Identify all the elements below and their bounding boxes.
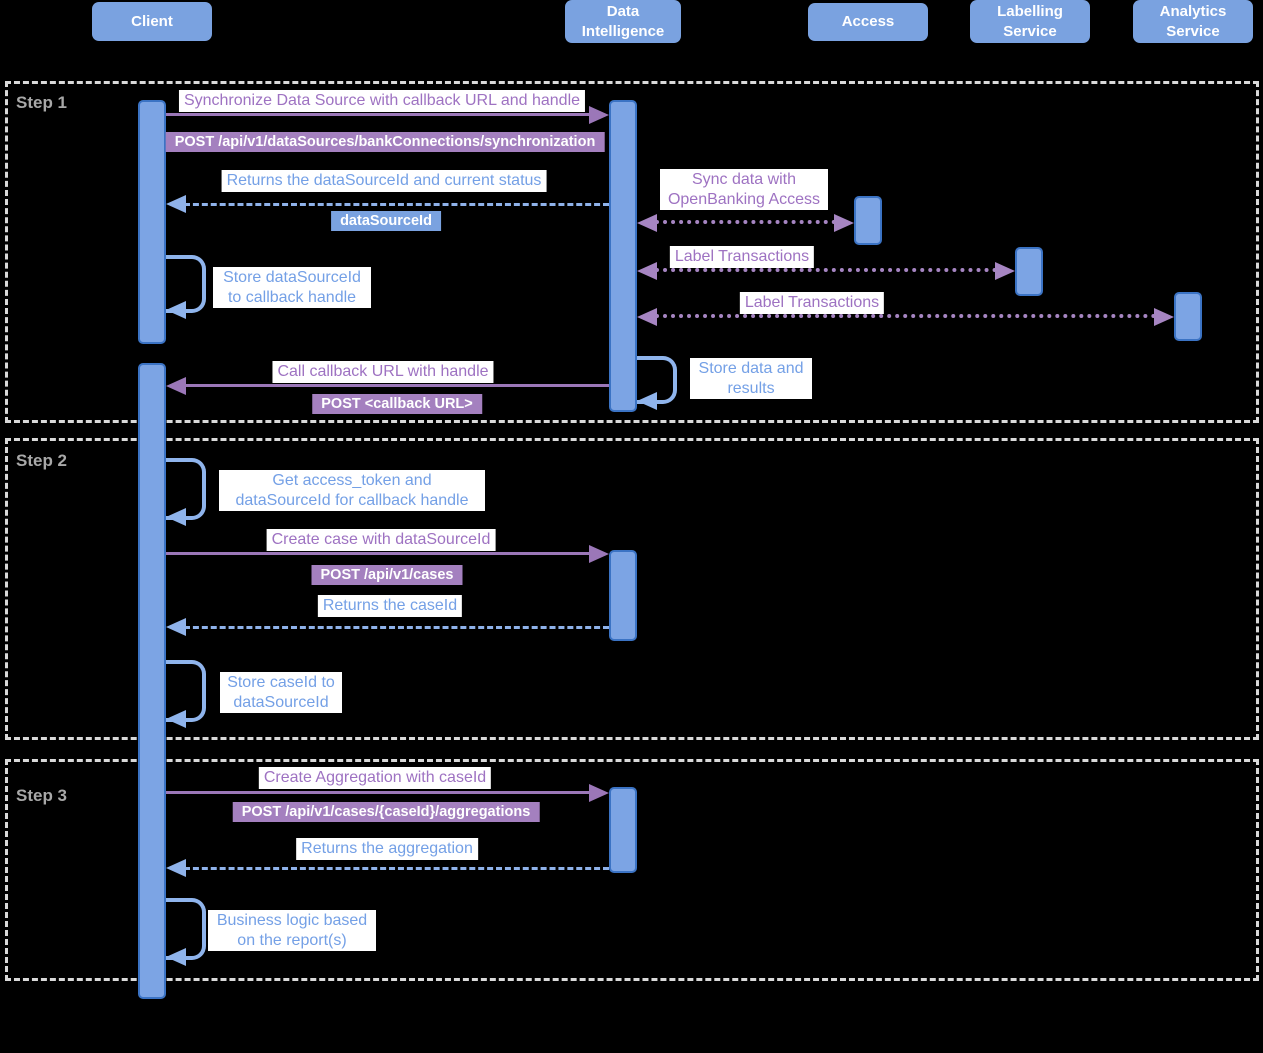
label-transactions-2-arrowhead-right-icon [1154,308,1174,326]
message-create-case-line [166,552,591,555]
actor-client: Client [92,2,212,41]
store-data-arrowhead-icon [637,392,657,410]
message-returns-datasource-line [184,203,609,206]
activation-bar-data-intelligence-1 [609,100,637,412]
message-store-datasource-label: Store dataSourceId to callback handle [213,267,371,309]
message-call-callback-label: Call callback URL with handle [272,361,494,383]
actor-analytics-service: Analytics Service [1133,0,1253,43]
client-self-loop-store-caseid [166,660,206,722]
activation-bar-data-intelligence-3 [609,787,637,873]
post-callback-badge: POST <callback URL> [312,394,482,414]
create-case-arrowhead-icon [589,545,609,563]
message-call-callback-line [184,384,609,387]
message-sync-data-source-label: Synchronize Data Source with callback UR… [178,90,586,112]
message-sync-openbanking-label: Sync data with OpenBanking Access [660,169,828,211]
step-2-region: Step 2 [5,438,1259,740]
label-transactions-2-arrowhead-left-icon [637,308,657,326]
activation-bar-labelling [1015,247,1043,296]
sync-data-source-arrowhead-icon [589,106,609,124]
store-datasource-arrowhead-icon [166,301,186,319]
returns-datasource-arrowhead-icon [166,195,186,213]
step-3-label: Step 3 [16,786,68,805]
step-1-label: Step 1 [16,93,68,112]
datasource-badge: dataSourceId [331,211,441,231]
message-label-transactions-2-label: Label Transactions [739,292,885,314]
message-returns-datasource-label: Returns the dataSourceId and current sta… [221,170,547,192]
activation-bar-client-2 [138,363,166,999]
returns-caseid-arrowhead-icon [166,618,186,636]
step-2-label: Step 2 [16,451,68,470]
label-transactions-1-arrowhead-left-icon [637,262,657,280]
business-logic-arrowhead-icon [166,948,186,966]
message-returns-aggregation-line [184,867,609,870]
client-self-loop-store-datasource [166,255,206,313]
message-sync-openbanking-line [655,220,836,224]
step-3-region: Step 3 [5,759,1259,981]
client-self-loop-get-token [166,458,206,520]
post-aggregations-badge: POST /api/v1/cases/{caseId}/aggregations [232,802,540,822]
message-label-transactions-1-line [655,268,997,272]
returns-aggregation-arrowhead-icon [166,859,186,877]
activation-bar-client-1 [138,100,166,344]
actor-labelling-service: Labelling Service [970,0,1090,43]
di-self-loop-store-data [637,356,677,404]
message-returns-aggregation-label: Returns the aggregation [296,838,478,860]
create-aggregation-arrowhead-icon [589,784,609,802]
message-business-logic-label: Business logic based on the report(s) [208,910,376,952]
message-store-data-results-label: Store data and results [690,358,812,400]
post-cases-badge: POST /api/v1/cases [311,565,463,585]
client-self-loop-business-logic [166,898,206,960]
activation-bar-data-intelligence-2 [609,550,637,641]
label-transactions-1-arrowhead-right-icon [995,262,1015,280]
sync-openbanking-arrowhead-right-icon [834,214,854,232]
message-returns-caseid-label: Returns the caseId [317,595,463,617]
sync-openbanking-arrowhead-left-icon [637,214,657,232]
call-callback-arrowhead-icon [166,377,186,395]
message-create-aggregation-line [166,791,591,794]
message-get-access-token-label: Get access_token and dataSourceId for ca… [219,470,485,512]
post-sync-badge: POST /api/v1/dataSources/bankConnections… [165,132,605,152]
activation-bar-analytics [1174,292,1202,341]
message-label-transactions-1-label: Label Transactions [669,246,815,268]
message-sync-data-source-line [166,113,591,116]
actor-access: Access [808,3,928,41]
store-caseid-arrowhead-icon [166,710,186,728]
activation-bar-access [854,196,882,245]
actor-data-intelligence: Data Intelligence [565,0,681,43]
step-1-region: Step 1 [5,81,1259,423]
get-token-arrowhead-icon [166,508,186,526]
message-returns-caseid-line [184,626,609,629]
message-create-aggregation-label: Create Aggregation with caseId [258,767,492,789]
message-store-caseid-label: Store caseId to dataSourceId [220,672,342,714]
message-create-case-label: Create case with dataSourceId [266,529,496,551]
message-label-transactions-2-line [655,314,1156,318]
